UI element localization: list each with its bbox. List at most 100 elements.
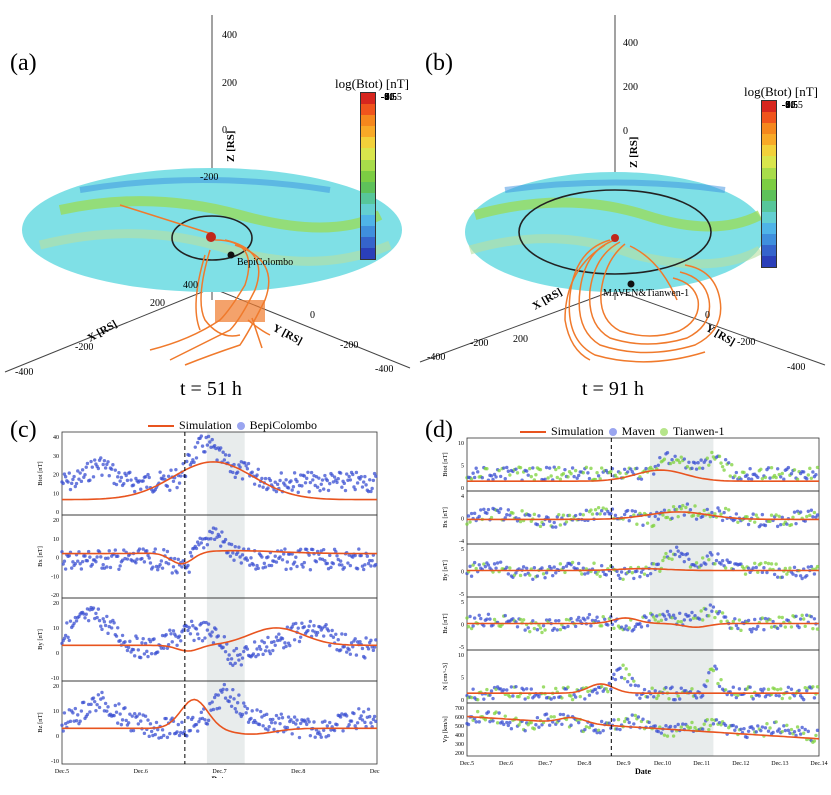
- obs-point: [806, 729, 810, 734]
- obs-point: [162, 733, 166, 738]
- obs-point: [606, 623, 610, 627]
- obs-point: [808, 466, 812, 471]
- colorbar-label: -8: [782, 100, 791, 111]
- obs-point: [307, 720, 311, 724]
- obs-point: [80, 468, 85, 472]
- obs-point: [68, 619, 73, 623]
- obs-point: [119, 475, 124, 480]
- obs-point: [332, 728, 337, 733]
- obs-point: [67, 471, 71, 475]
- colorbar-label: -9: [381, 92, 390, 103]
- obs-point: [665, 609, 670, 614]
- obs-point: [168, 488, 172, 492]
- obs-point: [240, 553, 245, 557]
- obs-point: [780, 696, 784, 701]
- obs-point: [742, 470, 746, 475]
- obs-point: [528, 466, 532, 471]
- obs-point: [682, 559, 687, 564]
- obs-point: [128, 712, 132, 716]
- obs-point: [120, 633, 125, 638]
- x-axis-label: Date: [212, 775, 228, 778]
- obs-point: [629, 467, 633, 471]
- colorbar-swatch: [361, 137, 375, 149]
- d-legend-sim-swatch: [520, 430, 546, 433]
- simulation-line: [467, 469, 819, 482]
- obs-point: [573, 695, 578, 699]
- obs-point: [633, 713, 638, 718]
- obs-point: [266, 728, 270, 732]
- obs-point: [60, 723, 64, 727]
- obs-point: [811, 685, 815, 689]
- obs-point: [118, 479, 122, 483]
- obs-point: [503, 613, 507, 618]
- obs-point: [547, 723, 552, 727]
- obs-point: [111, 463, 115, 467]
- obs-point: [659, 618, 664, 623]
- obs-point: [805, 689, 809, 693]
- obs-point: [101, 617, 105, 621]
- y-tick-label: -10: [51, 759, 59, 765]
- obs-point: [578, 512, 582, 517]
- a-orbit-tick: 400: [183, 280, 198, 291]
- obs-point: [700, 466, 705, 470]
- obs-point: [754, 513, 758, 517]
- obs-point: [226, 657, 230, 662]
- obs-point: [506, 508, 511, 512]
- obs-point: [254, 720, 258, 725]
- colorbar-swatch: [361, 181, 375, 193]
- obs-point: [772, 687, 777, 691]
- obs-point: [169, 468, 173, 472]
- obs-point: [93, 699, 97, 704]
- obs-point: [103, 466, 108, 470]
- b-craft-marker: [627, 280, 635, 288]
- obs-point: [77, 477, 81, 481]
- colorbar-label: -11: [782, 100, 795, 111]
- obs-point: [766, 687, 771, 692]
- obs-point: [679, 455, 683, 459]
- obs-point: [713, 562, 717, 566]
- obs-point: [670, 458, 674, 462]
- obs-point: [607, 681, 612, 686]
- b-y-tick-neg400: -400: [787, 362, 805, 373]
- obs-point: [231, 470, 235, 475]
- obs-point: [151, 565, 155, 569]
- obs-point: [147, 556, 151, 560]
- obs-point: [491, 477, 495, 482]
- obs-point: [492, 472, 497, 477]
- obs-point: [477, 514, 481, 519]
- obs-point: [805, 514, 809, 519]
- obs-point: [558, 477, 563, 481]
- obs-point: [240, 712, 245, 717]
- obs-point: [671, 734, 676, 738]
- obs-point: [728, 474, 732, 478]
- obs-point: [756, 624, 760, 629]
- x-axis-label: Date: [635, 767, 651, 776]
- obs-point: [630, 713, 634, 717]
- simulation-line: [467, 683, 819, 694]
- panel-b-3d-plot: 400 200 0 Z [RS] MAVEN&Tianwen-1 200 -20…: [419, 15, 826, 373]
- obs-point: [710, 510, 714, 515]
- obs-point: [363, 563, 367, 567]
- obs-point: [148, 639, 153, 644]
- obs-point: [263, 565, 268, 569]
- obs-point: [730, 626, 734, 631]
- obs-point: [159, 559, 164, 563]
- obs-point: [62, 636, 67, 641]
- obs-point: [815, 728, 820, 733]
- obs-point: [284, 567, 288, 572]
- b-y-tick-0: 0: [705, 310, 710, 321]
- obs-point: [209, 537, 213, 541]
- obs-point: [742, 566, 746, 571]
- obs-point: [638, 574, 642, 579]
- obs-point: [108, 565, 113, 570]
- obs-point: [274, 560, 279, 564]
- obs-point: [534, 472, 538, 477]
- obs-point: [731, 685, 735, 689]
- obs-point: [544, 712, 549, 716]
- colorbar-label: -5.5: [381, 92, 397, 103]
- a-x-tick-neg400: -400: [15, 367, 33, 378]
- obs-point: [76, 469, 80, 473]
- obs-point: [586, 616, 590, 620]
- obs-point: [269, 563, 274, 568]
- obs-point: [100, 690, 104, 695]
